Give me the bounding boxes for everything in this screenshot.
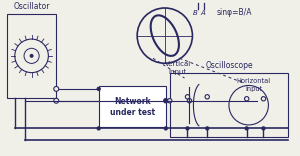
Circle shape: [164, 99, 168, 103]
Bar: [7, 14, 56, 98]
Circle shape: [261, 126, 266, 131]
Circle shape: [54, 86, 59, 91]
Circle shape: [185, 126, 190, 131]
Circle shape: [168, 99, 172, 103]
Circle shape: [164, 99, 168, 103]
Circle shape: [97, 126, 101, 131]
Circle shape: [187, 99, 192, 103]
Circle shape: [54, 98, 59, 103]
Bar: [99, 86, 166, 127]
Text: sinφ=B/A: sinφ=B/A: [216, 8, 252, 17]
Text: A: A: [200, 10, 205, 16]
Text: Oscillator: Oscillator: [13, 2, 50, 11]
Text: Network: Network: [114, 97, 151, 106]
Text: Oscilloscope: Oscilloscope: [205, 61, 253, 70]
Circle shape: [244, 97, 249, 101]
Text: B: B: [193, 10, 198, 16]
Circle shape: [185, 95, 190, 99]
Circle shape: [164, 126, 168, 131]
Circle shape: [205, 95, 209, 99]
Circle shape: [244, 126, 249, 131]
Circle shape: [97, 87, 101, 91]
Bar: [170, 73, 288, 137]
Text: under test: under test: [110, 108, 155, 117]
Text: Horizontal: Horizontal: [236, 78, 271, 84]
Text: Vertical
input: Vertical input: [164, 61, 191, 75]
Text: input: input: [245, 86, 262, 92]
Circle shape: [205, 126, 209, 131]
Circle shape: [30, 54, 34, 58]
Circle shape: [261, 97, 266, 101]
